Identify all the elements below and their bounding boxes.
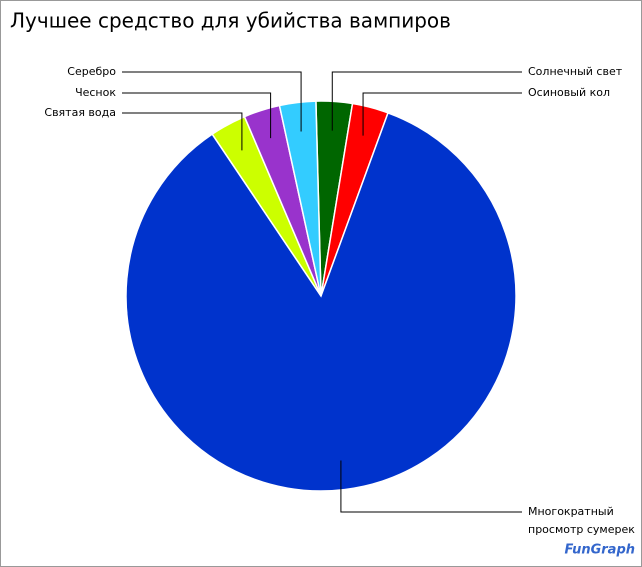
slice-label: Осиновый кол xyxy=(528,86,610,99)
leader-line xyxy=(122,112,243,151)
watermark: FunGraph xyxy=(564,543,635,558)
leader-line xyxy=(340,460,522,513)
slice-label: Многократный просмотр сумерек xyxy=(528,505,635,536)
leader-line xyxy=(362,92,522,136)
leader-line xyxy=(122,92,272,139)
chart-title: Лучшее средство для убийства вампиров xyxy=(10,9,451,33)
pie-slice xyxy=(125,111,517,492)
leader-line xyxy=(331,71,522,131)
slice-label: Святая вода xyxy=(44,106,116,119)
slice-label: Чеснок xyxy=(75,86,116,99)
slice-label: Солнечный свет xyxy=(528,65,623,78)
leader-line xyxy=(122,71,302,132)
pie-slice xyxy=(278,100,322,297)
slice-label: Серебро xyxy=(67,65,116,78)
